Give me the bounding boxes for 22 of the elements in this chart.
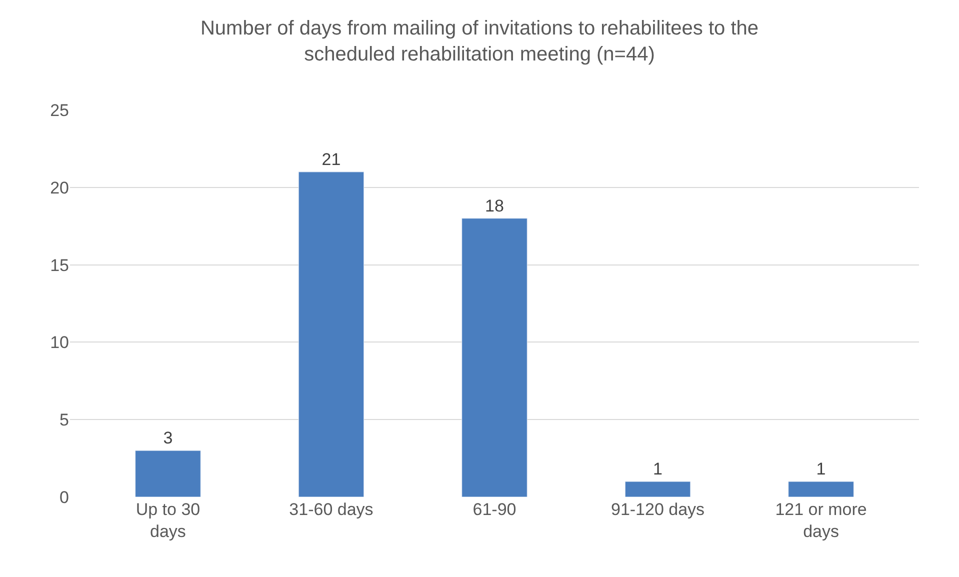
data-label: 18 [485, 196, 504, 216]
y-tick-label: 10 [50, 333, 69, 352]
y-tick-label: 15 [50, 256, 69, 275]
data-label: 1 [816, 460, 826, 479]
bar [135, 450, 201, 497]
bar [462, 218, 528, 497]
x-tick-label: 31-60 days [289, 500, 374, 519]
data-label: 3 [163, 428, 173, 448]
x-tick-label: 91-120 days [610, 500, 705, 519]
bar [298, 172, 364, 497]
x-tick-label: 121 or more days [775, 500, 867, 542]
data-label: 21 [322, 150, 341, 169]
bar [788, 481, 854, 497]
bar [624, 481, 691, 497]
y-tick-label: 0 [60, 488, 69, 507]
y-tick-label: 25 [50, 100, 69, 120]
data-label: 1 [653, 460, 663, 479]
x-tick-label: 61-90 [472, 500, 516, 519]
y-tick-label: 5 [60, 410, 69, 430]
chart-title: Number of days from mailing of invitations to rehabilitees to the scheduled rehabilitation meeting (n=44) [200, 18, 759, 66]
x-tick-label: Up to 30 days [136, 500, 200, 542]
y-tick-label: 20 [50, 178, 69, 198]
